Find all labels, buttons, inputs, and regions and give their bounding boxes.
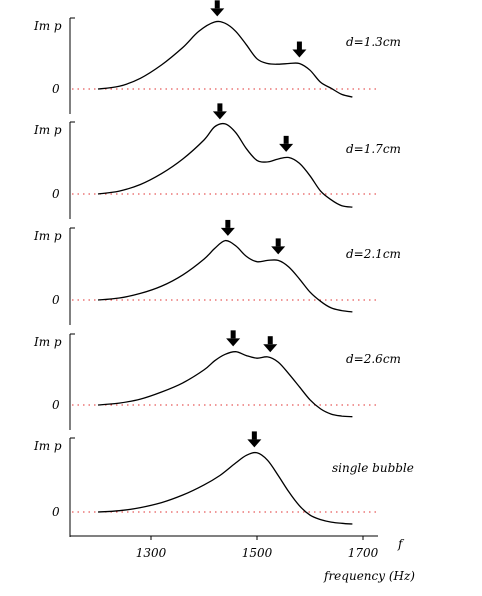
zero-label: 0 (52, 398, 60, 412)
y-axis-label: Im p (33, 229, 62, 243)
peak-arrow (247, 431, 262, 448)
x-tick-label: 1500 (242, 546, 273, 560)
zero-label: 0 (52, 82, 60, 96)
y-axis-label: Im p (33, 19, 62, 33)
peak-arrow (292, 41, 307, 58)
panel-annotation: single bubble (332, 461, 414, 475)
peak-arrow (271, 238, 286, 255)
zero-label: 0 (52, 505, 60, 519)
peak-arrow (226, 330, 241, 347)
y-axis-label: Im p (33, 123, 62, 137)
series-curve (97, 451, 353, 525)
x-ticks: 1300 1500 1700 (136, 536, 379, 560)
panel-2: Im p 0 d=1.7cm (33, 103, 401, 219)
zero-label: 0 (52, 187, 60, 201)
zero-label: 0 (52, 293, 60, 307)
peak-arrow (279, 135, 294, 152)
x-tick-label: 1300 (136, 546, 167, 560)
x-axis-label: frequency (Hz) (323, 569, 415, 583)
series-curve (97, 20, 353, 98)
x-axis: 1300 1500 1700 f frequency (Hz) (70, 535, 415, 583)
y-axis-label: Im p (33, 439, 62, 453)
series-curve (97, 351, 353, 418)
series-curve (97, 122, 353, 208)
panel-annotation: d=2.6cm (346, 352, 401, 366)
y-axis-label: Im p (33, 335, 62, 349)
x-axis-symbol: f (397, 537, 405, 551)
panel-annotation: d=1.7cm (346, 142, 401, 156)
peak-arrow (220, 219, 235, 236)
peak-arrow (212, 103, 227, 120)
series-curve (97, 239, 353, 313)
panel-annotation: d=1.3cm (346, 35, 401, 49)
x-tick-label: 1700 (348, 546, 379, 560)
panel-3: Im p 0 d=2.1cm (33, 219, 401, 325)
panel-4: Im p 0 d=2.6cm (33, 330, 401, 430)
panel-5: Im p 0 single bubble (33, 431, 414, 537)
panel-1: Im p 0 d=1.3cm (33, 0, 401, 114)
peak-arrow (210, 0, 225, 17)
panel-annotation: d=2.1cm (346, 247, 401, 261)
peak-arrow (263, 336, 278, 353)
